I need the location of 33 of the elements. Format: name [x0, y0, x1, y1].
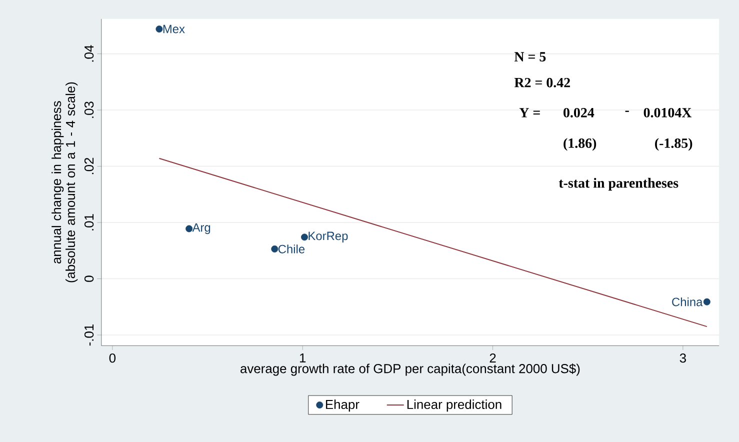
annotation: N = 5: [514, 52, 546, 62]
point: [156, 25, 163, 32]
annotation: (1.86): [564, 138, 596, 151]
x-tick-label: 1: [300, 353, 306, 362]
legend-label: Ehapr: [326, 399, 360, 412]
x-axis-title: average growth rate of GDP per capita(constant 2000 US$): [240, 363, 580, 376]
annotation: -: [625, 110, 629, 112]
annotation: Arg: [192, 223, 210, 234]
point: [271, 245, 278, 252]
legend-label: Linear prediction: [407, 399, 502, 412]
y-tick-label: 0: [84, 276, 94, 282]
annotation: R2 = 0.42: [514, 78, 570, 88]
y-tick-label: .01: [84, 214, 94, 230]
y-tick-label: .03: [84, 101, 94, 118]
annotation: KorRep: [308, 232, 348, 242]
point: [186, 225, 193, 232]
annotation: Y =: [519, 108, 540, 118]
annotation: (-1.85): [655, 138, 692, 151]
annotation: Mex: [163, 24, 185, 34]
annotation: Chile: [278, 244, 305, 254]
x-tick-label: 0: [109, 353, 116, 362]
y-tick-label: .02: [84, 158, 94, 174]
x-tick-label: 3: [680, 353, 686, 362]
annotation: 0.024: [564, 108, 594, 118]
y-axis-title: annual change in happiness (absolute amount on a 1 - 4 scale): [52, 82, 78, 282]
x-tick-label: 2: [490, 353, 496, 362]
y-tick-label: .04: [84, 45, 94, 62]
y-tick-label: -.01: [84, 324, 94, 346]
point: [703, 298, 710, 306]
annotation: 0.0104X: [644, 108, 692, 118]
annotation: China: [672, 297, 703, 306]
point: [301, 234, 308, 240]
annotation: t-stat in parentheses: [558, 178, 678, 190]
